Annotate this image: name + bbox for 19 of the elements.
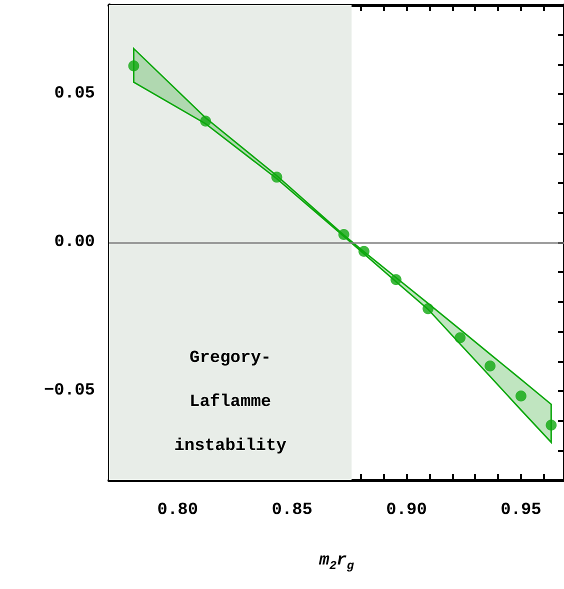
point [546,420,557,431]
x-tick-label: 0.90 [386,501,427,520]
point [128,60,140,72]
y-tick-label: 0.00 [54,233,95,252]
y-tick-label: 0.05 [54,84,95,104]
text: Gregory-Laflamme instability [174,349,286,456]
point [484,360,496,372]
point [454,332,466,344]
point [358,246,370,257]
point [422,303,434,314]
y-tick-label: −0.05 [44,381,95,400]
x-tick-label: 0.95 [500,501,542,520]
point [338,228,350,240]
x-tick-label: 0.80 [157,501,198,520]
point [271,172,282,183]
x-tick-label: 0.85 [272,501,313,520]
point [515,390,526,402]
point [390,274,402,286]
point [200,116,212,127]
